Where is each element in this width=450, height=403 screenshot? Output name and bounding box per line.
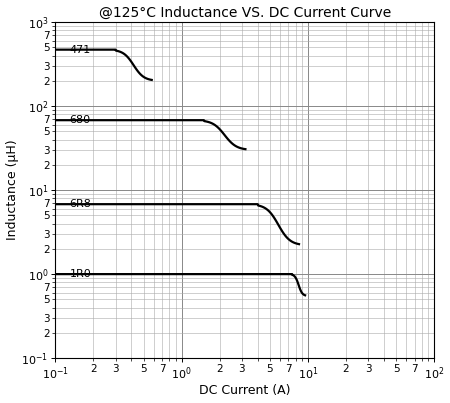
Text: 471: 471 (70, 45, 91, 55)
X-axis label: DC Current (A): DC Current (A) (199, 384, 291, 397)
Y-axis label: Inductance (μH): Inductance (μH) (5, 140, 18, 241)
Text: 1R0: 1R0 (70, 269, 91, 279)
Text: 680: 680 (70, 115, 91, 125)
Title: @125°C Inductance VS. DC Current Curve: @125°C Inductance VS. DC Current Curve (99, 6, 391, 20)
Text: 6R8: 6R8 (70, 199, 91, 209)
